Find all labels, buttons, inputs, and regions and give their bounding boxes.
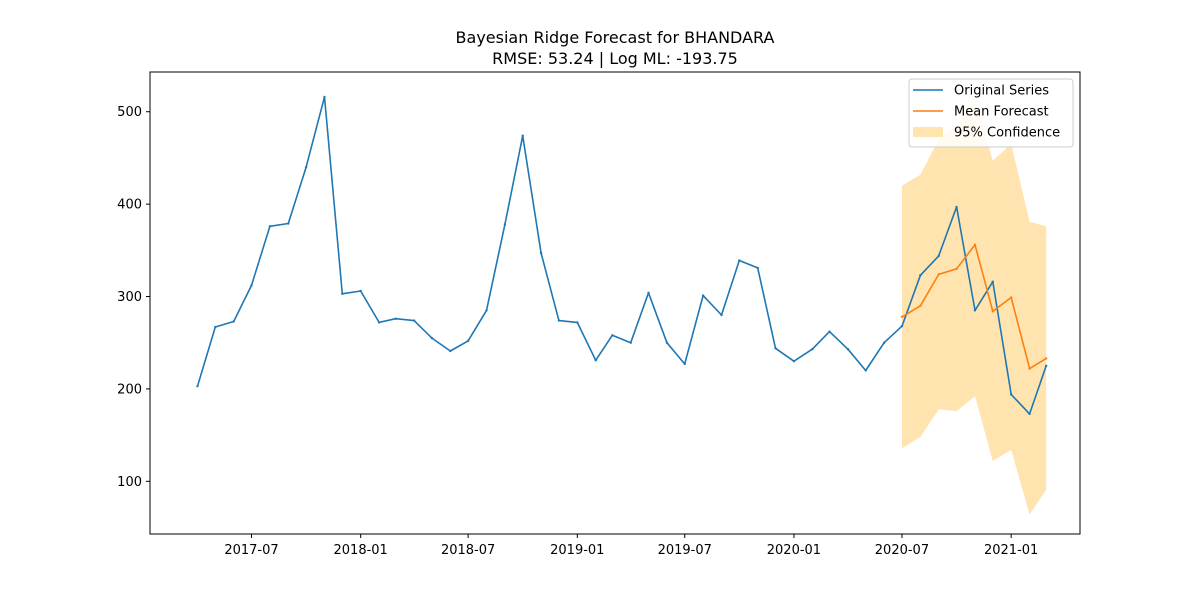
- data-point: [1009, 393, 1013, 396]
- data-point: [232, 320, 235, 323]
- y-tick-label: 200: [117, 382, 142, 397]
- data-point: [937, 254, 940, 258]
- data-point: [485, 309, 488, 312]
- data-point: [919, 304, 922, 307]
- data-point: [323, 95, 326, 99]
- data-point: [341, 292, 344, 295]
- data-point: [1009, 296, 1013, 299]
- x-tick-label: 2019-01: [550, 543, 604, 558]
- data-point: [828, 330, 831, 333]
- data-point: [955, 205, 958, 209]
- data-point: [412, 319, 416, 322]
- data-point: [629, 341, 632, 344]
- data-point: [377, 321, 381, 324]
- x-tick-label: 2020-01: [767, 543, 821, 558]
- data-point: [720, 313, 723, 317]
- legend-swatch-2: [913, 127, 943, 137]
- data-point: [756, 266, 759, 270]
- data-point: [811, 348, 814, 351]
- legend-box: [908, 78, 1074, 148]
- plot-area: 2017-07 2018-01 2018-07 2019-01 2019-07 2020-…: [117, 71, 1081, 558]
- data-point: [647, 291, 650, 295]
- y-tick-label: 300: [117, 290, 142, 305]
- data-point: [250, 284, 253, 287]
- data-point: [287, 222, 290, 225]
- data-point: [937, 273, 940, 276]
- data-point: [430, 336, 434, 340]
- x-tick-label: 2017-07: [224, 543, 278, 558]
- data-point: [683, 362, 686, 366]
- data-point: [919, 274, 922, 277]
- data-point: [882, 341, 886, 344]
- data-point: [774, 347, 777, 350]
- data-point: [576, 321, 579, 324]
- data-point: [1028, 367, 1031, 370]
- data-point: [900, 324, 904, 328]
- data-point: [466, 339, 470, 343]
- legend-label: 95% Confidence: [954, 126, 1060, 141]
- data-point: [1028, 412, 1031, 416]
- data-point: [449, 349, 452, 353]
- y-tick-label: 100: [117, 475, 142, 490]
- data-point: [611, 334, 614, 337]
- legend: Original Series Mean Forecast 95% Confiden…: [908, 78, 1074, 148]
- x-tick-label: 2020-07: [875, 543, 929, 558]
- data-point: [973, 243, 977, 246]
- plot-frame: [149, 71, 1081, 535]
- data-point: [268, 225, 272, 228]
- data-point: [701, 294, 705, 297]
- x-tick-label: 2021-01: [984, 543, 1038, 558]
- data-point: [557, 319, 561, 322]
- data-point: [991, 280, 994, 283]
- data-point: [900, 315, 904, 319]
- data-point: [594, 359, 597, 362]
- data-point: [394, 317, 397, 320]
- x-tick-label: 2019-07: [658, 543, 712, 558]
- legend-label: Original Series: [954, 84, 1049, 99]
- legend-label: Mean Forecast: [954, 105, 1049, 120]
- data-point: [738, 259, 741, 262]
- data-point: [214, 325, 217, 329]
- data-point: [665, 341, 669, 344]
- y-tick-label: 500: [117, 105, 142, 120]
- chart-title: Bayesian Ridge Forecast for BHANDARA: [456, 28, 775, 47]
- data-point: [973, 309, 977, 312]
- chart-subtitle: RMSE: 53.24 | Log ML: -193.75: [492, 49, 738, 68]
- data-point: [1044, 364, 1048, 368]
- data-point: [304, 165, 308, 169]
- data-point: [846, 348, 850, 351]
- data-point: [991, 310, 994, 313]
- data-point: [539, 251, 543, 255]
- x-tick-label: 2018-07: [441, 543, 495, 558]
- series-line-0: [196, 96, 1047, 415]
- data-point: [521, 134, 524, 137]
- data-point: [955, 267, 958, 271]
- data-point: [864, 369, 867, 372]
- data-point: [196, 384, 199, 388]
- y-tick-label: 400: [117, 198, 142, 213]
- data-point: [792, 360, 796, 363]
- x-tick-label: 2018-01: [334, 543, 388, 558]
- data-point: [503, 223, 507, 226]
- data-point: [1044, 357, 1048, 360]
- data-point: [359, 289, 362, 293]
